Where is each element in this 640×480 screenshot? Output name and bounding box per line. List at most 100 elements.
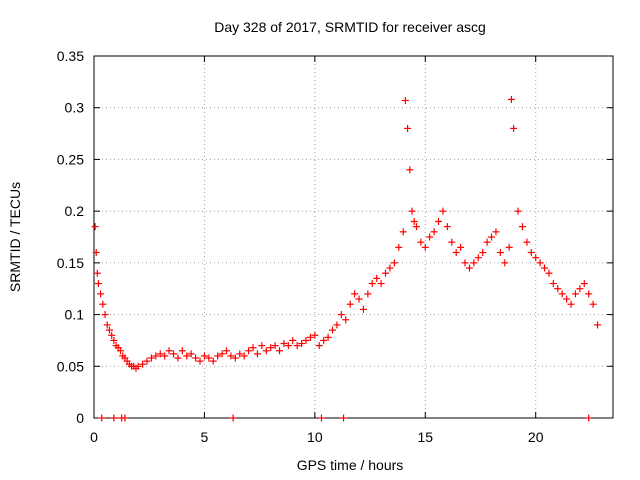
y-axis: 0 0.05 0.1 0.15 0.2 0.25 0.3 0.35 <box>57 48 613 426</box>
y-tick-label: 0.2 <box>65 203 85 219</box>
data-point <box>298 340 306 348</box>
data-point <box>329 326 337 334</box>
data-point <box>346 300 354 308</box>
data-point <box>514 207 522 215</box>
data-point <box>536 259 544 267</box>
x-tick-label: 15 <box>417 429 433 445</box>
data-point <box>99 300 107 308</box>
data-point <box>563 295 571 303</box>
data-point <box>192 354 200 362</box>
y-tick-label: 0.3 <box>65 100 85 116</box>
y-tick-label: 0.05 <box>57 358 84 374</box>
data-point <box>284 342 292 350</box>
data-point <box>368 280 376 288</box>
data-point <box>93 269 101 277</box>
data-point <box>94 280 102 288</box>
data-point <box>147 354 155 362</box>
data-point <box>377 280 385 288</box>
data-point <box>501 259 509 267</box>
data-point <box>386 264 394 272</box>
data-point <box>170 350 178 358</box>
data-point <box>218 350 226 358</box>
data-point <box>196 357 204 365</box>
baseline-marker <box>317 414 325 422</box>
data-point <box>311 331 319 339</box>
data-point <box>101 311 109 319</box>
data-point <box>143 357 151 365</box>
data-point <box>227 352 235 360</box>
data-point <box>545 269 553 277</box>
data-point <box>594 321 602 329</box>
data-point <box>510 124 518 132</box>
data-point <box>117 347 125 355</box>
data-point <box>410 217 418 225</box>
data-point <box>271 342 279 350</box>
data-point <box>390 259 398 267</box>
data-point <box>178 347 186 355</box>
data-point <box>532 254 540 262</box>
data-point <box>401 96 409 104</box>
data-point <box>404 124 412 132</box>
y-tick-label: 0.1 <box>65 307 85 323</box>
x-tick-label: 20 <box>528 429 544 445</box>
data-point <box>276 347 284 355</box>
data-point <box>373 274 381 282</box>
data-point <box>333 321 341 329</box>
data-point <box>152 352 160 360</box>
data-point <box>258 342 266 350</box>
baseline-marker <box>229 414 237 422</box>
data-point <box>567 300 575 308</box>
data-point <box>589 300 597 308</box>
data-point <box>205 354 213 362</box>
data-point <box>496 249 504 257</box>
data-point <box>457 243 465 251</box>
data-point <box>214 352 222 360</box>
data-point <box>439 207 447 215</box>
data-point <box>223 347 231 355</box>
baseline-marker <box>585 414 593 422</box>
x-tick-label: 5 <box>201 429 209 445</box>
data-point <box>417 238 425 246</box>
data-point <box>280 340 288 348</box>
data-point <box>364 290 372 298</box>
grid <box>94 56 613 418</box>
data-point <box>231 354 239 362</box>
data-point <box>91 223 99 231</box>
data-point <box>523 238 531 246</box>
y-tick-label: 0 <box>76 410 84 426</box>
data-point <box>507 95 515 103</box>
data-point <box>443 223 451 231</box>
data-point <box>267 344 275 352</box>
data-point <box>541 264 549 272</box>
x-tick-label: 0 <box>90 429 98 445</box>
x-tick-label: 10 <box>307 429 323 445</box>
y-tick-label: 0.25 <box>57 151 84 167</box>
data-point <box>165 347 173 355</box>
data-point <box>580 280 588 288</box>
data-point <box>245 347 253 355</box>
data-point <box>183 352 191 360</box>
data-point <box>554 285 562 293</box>
x-axis: 0 5 10 15 20 <box>90 56 544 445</box>
data-point <box>430 228 438 236</box>
data-points <box>91 95 602 422</box>
data-point <box>492 228 500 236</box>
y-tick-label: 0.35 <box>57 48 84 64</box>
data-point <box>105 326 113 334</box>
data-point <box>382 269 390 277</box>
data-point <box>209 357 217 365</box>
data-point <box>408 207 416 215</box>
data-point <box>337 311 345 319</box>
data-point <box>527 249 535 257</box>
data-point <box>470 259 478 267</box>
data-point <box>483 238 491 246</box>
data-point <box>161 352 169 360</box>
data-point <box>97 290 105 298</box>
y-tick-label: 0.15 <box>57 255 84 271</box>
data-point <box>395 243 403 251</box>
data-point <box>240 352 248 360</box>
data-point <box>406 166 414 174</box>
data-point <box>426 233 434 241</box>
data-point <box>156 350 164 358</box>
